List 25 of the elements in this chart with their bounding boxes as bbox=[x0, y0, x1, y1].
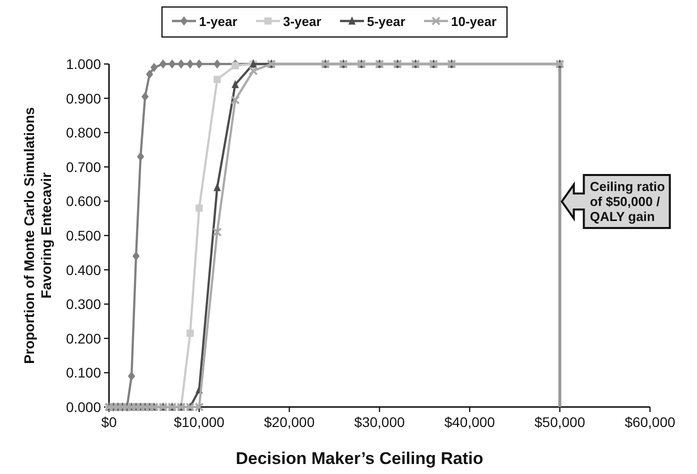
legend-label: 10-year bbox=[451, 14, 497, 29]
x-tick-label: $30,000 bbox=[354, 414, 406, 430]
y-axis-title: Proportion of Monte Carlo Simulations Favoring Entecavir bbox=[21, 106, 54, 364]
legend-label: 1-year bbox=[199, 14, 238, 29]
x-tick-label: $10,000 bbox=[174, 414, 225, 430]
x-tick-label: $50,000 bbox=[534, 414, 586, 430]
y-tick-label: 0.600 bbox=[66, 193, 102, 210]
y-tick-label: 1.000 bbox=[66, 56, 102, 72]
y-tick-label: 0.300 bbox=[66, 296, 102, 312]
x-tick-label: $40,000 bbox=[444, 414, 496, 430]
legend-label: 3-year bbox=[283, 14, 322, 29]
y-tick-label: 0.800 bbox=[66, 124, 102, 141]
y-tick-label: 0.200 bbox=[66, 330, 102, 346]
x-tick-label: $0 bbox=[101, 414, 117, 430]
legend-label: 5-year bbox=[367, 14, 406, 29]
y-tick-label: 0.100 bbox=[66, 364, 102, 381]
y-tick-label: 0.700 bbox=[66, 158, 102, 175]
x-axis-title: Decision Maker’s Ceiling Ratio bbox=[236, 449, 484, 468]
x-tick-label: $20,000 bbox=[264, 414, 315, 430]
y-tick-label: 0.500 bbox=[66, 228, 102, 244]
y-tick-label: 0.400 bbox=[66, 262, 102, 278]
y-tick-label: 0.900 bbox=[66, 90, 102, 106]
y-tick-label: 0.000 bbox=[66, 399, 102, 415]
x-tick-label: $60,000 bbox=[624, 414, 676, 430]
ref-line-label: Ceiling ratio of $50,000 / QALY gain bbox=[590, 179, 666, 224]
